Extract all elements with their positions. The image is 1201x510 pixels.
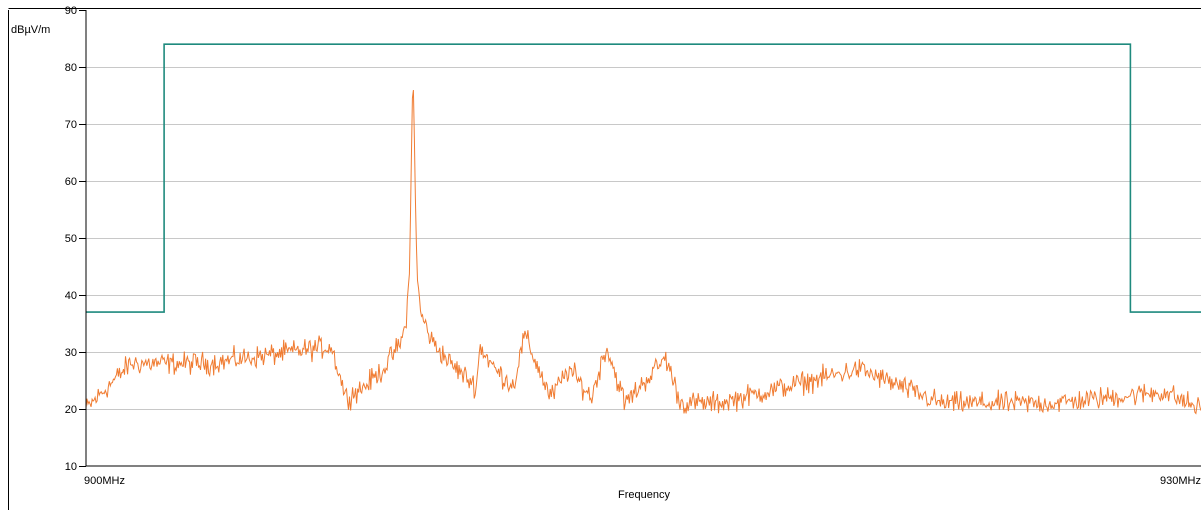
- y-tick-label-50: 50: [65, 233, 77, 245]
- y-tick-label-80: 80: [65, 62, 77, 74]
- y-tick-label-10: 10: [65, 461, 77, 473]
- y-tick-label-20: 20: [65, 404, 77, 416]
- y-axis-label: dBµV/m: [11, 24, 50, 36]
- x-tick-label-930: 930MHz: [1160, 475, 1201, 487]
- y-tick-label-60: 60: [65, 176, 77, 188]
- measurement-trace: [85, 89, 1201, 415]
- plot-series: [85, 43, 1201, 415]
- limit-line: [86, 43, 1201, 313]
- y-tick-label-90: 90: [65, 5, 77, 17]
- y-tick-label-40: 40: [65, 290, 77, 302]
- y-tick-labels: 10 20 30 40 50 60 70 80 90: [65, 5, 86, 473]
- x-tick-labels: 900MHz 930MHz: [84, 475, 1201, 487]
- x-axis-label: Frequency: [618, 489, 670, 501]
- y-tick-label-70: 70: [65, 119, 77, 131]
- x-tick-label-900: 900MHz: [84, 475, 125, 487]
- gridlines: [86, 67, 1201, 410]
- y-tick-label-30: 30: [65, 347, 77, 359]
